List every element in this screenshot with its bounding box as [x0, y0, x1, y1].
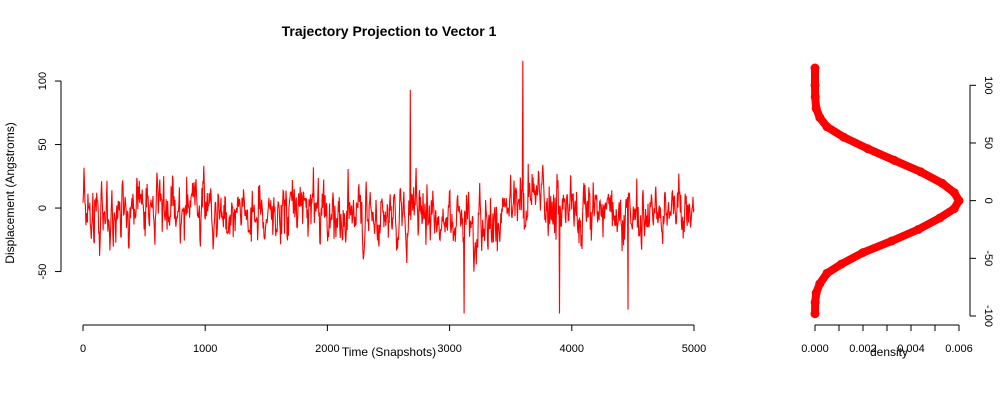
density-point [913, 225, 923, 234]
density-x-axis-label: density [870, 345, 908, 359]
main-axes: 0 1000 2000 3000 4000 5000 -50 0 50 100 [37, 72, 706, 355]
x-axis-label: Time (Snapshots) [342, 345, 436, 359]
density-y-tick-label: -50 [982, 250, 994, 266]
density-point [810, 309, 820, 319]
x-tick-label: 3000 [437, 343, 461, 355]
density-point [815, 113, 825, 123]
density-point [810, 297, 820, 307]
density-y-tick-label: 0 [982, 198, 994, 204]
y-tick-label: -50 [37, 264, 49, 280]
density-point [815, 279, 825, 289]
density-point [935, 213, 945, 223]
y-axis-label: Displacement (Angstroms) [3, 122, 17, 263]
density-series [810, 63, 964, 319]
density-point [822, 122, 832, 132]
density-x-tick-label: 0.002 [849, 343, 877, 355]
density-point [937, 178, 947, 188]
density-point [810, 92, 820, 102]
y-tick-label: 0 [37, 205, 49, 211]
density-point [916, 167, 926, 177]
main-series [82, 60, 695, 314]
density-point [858, 248, 868, 258]
density-y-tick-label: -100 [982, 305, 994, 327]
density-point [887, 236, 897, 246]
x-tick-label: 4000 [560, 343, 584, 355]
x-tick-label: 5000 [682, 343, 706, 355]
chart-title: Trajectory Projection to Vector 1 [282, 23, 497, 39]
density-point [949, 204, 959, 214]
density-point [811, 288, 821, 298]
density-y-tick-label: 50 [982, 137, 994, 149]
density-point [954, 196, 964, 206]
y-tick-label: 100 [37, 72, 49, 90]
density-x-tick-label: 0.000 [801, 343, 829, 355]
density-point [836, 259, 846, 269]
density-y-tick-label: 100 [982, 76, 994, 94]
density-axes: 0.000 0.002 0.004 0.006 -100 -50 0 50 100 [801, 76, 994, 355]
density-point [811, 103, 821, 113]
x-tick-label: 0 [80, 343, 86, 355]
density-point [889, 155, 899, 165]
density-x-tick-label: 0.006 [945, 343, 973, 355]
density-point [949, 188, 959, 198]
density-point [822, 268, 832, 278]
x-tick-label: 2000 [315, 343, 339, 355]
density-point [810, 80, 820, 90]
density-x-tick-label: 0.004 [897, 343, 925, 355]
x-tick-label: 1000 [193, 343, 217, 355]
density-point [863, 144, 873, 154]
density-point [810, 63, 820, 73]
y-tick-label: 50 [37, 138, 49, 150]
trajectory-series-line [82, 60, 695, 314]
density-point [839, 132, 849, 142]
density-curve [811, 64, 963, 318]
